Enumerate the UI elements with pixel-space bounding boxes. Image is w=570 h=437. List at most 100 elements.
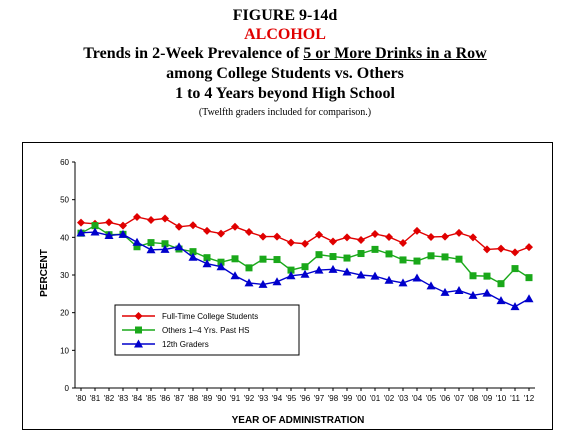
data-point xyxy=(399,238,407,247)
data-point xyxy=(315,251,323,259)
data-point xyxy=(132,237,142,246)
data-point xyxy=(259,232,267,241)
legend-marker xyxy=(134,339,143,348)
x-tick-label: '89 xyxy=(202,394,213,403)
data-point xyxy=(413,226,421,235)
x-tick-label: '87 xyxy=(174,394,185,403)
data-point xyxy=(273,256,281,264)
data-point xyxy=(440,287,450,296)
data-point xyxy=(343,233,351,242)
legend-entry: Others 1–4 Yrs. Past HS xyxy=(122,326,249,335)
chart-title-line-3: 1 to 4 Years beyond High School xyxy=(175,85,395,102)
data-point xyxy=(357,250,365,258)
x-tick-label: '84 xyxy=(132,394,143,403)
data-point xyxy=(510,302,520,311)
data-point xyxy=(300,269,310,278)
data-point xyxy=(244,278,254,287)
chart-title-line-1: Trends in 2-Week Prevalence of 5 or More… xyxy=(0,44,570,64)
data-point xyxy=(161,214,169,223)
data-point xyxy=(469,233,477,242)
legend-marker xyxy=(135,326,142,334)
y-tick-label: 30 xyxy=(60,271,69,280)
data-point xyxy=(188,252,198,261)
x-tick-label: '95 xyxy=(286,394,297,403)
data-point xyxy=(511,248,519,257)
x-tick-label: '99 xyxy=(342,394,353,403)
data-point xyxy=(160,244,170,253)
data-point xyxy=(118,229,128,238)
data-point xyxy=(133,212,141,221)
data-point xyxy=(343,254,351,262)
data-point xyxy=(483,245,491,254)
data-point xyxy=(287,238,295,247)
x-tick-label: '07 xyxy=(454,394,465,403)
chart-frame xyxy=(22,142,553,430)
x-tick-label: '86 xyxy=(160,394,171,403)
data-point xyxy=(301,263,309,271)
y-tick-label: 20 xyxy=(60,309,69,318)
x-tick-label: '97 xyxy=(314,394,325,403)
data-point xyxy=(455,255,463,263)
data-point xyxy=(482,288,492,297)
data-point xyxy=(174,242,184,251)
x-tick-label: '96 xyxy=(300,394,311,403)
data-point xyxy=(427,232,435,241)
data-point xyxy=(314,265,324,274)
data-point xyxy=(203,226,211,235)
x-tick-label: '02 xyxy=(384,394,395,403)
data-point xyxy=(524,294,534,303)
data-point xyxy=(496,296,506,305)
data-point xyxy=(217,229,225,238)
x-tick-label: '98 xyxy=(328,394,339,403)
data-point xyxy=(357,235,365,244)
data-point xyxy=(385,250,393,258)
x-tick-label: '93 xyxy=(258,394,269,403)
data-point xyxy=(119,221,127,230)
x-axis-ticks: '80'81'82'83'84'85'86'87'88'89'90'91'92 '… xyxy=(76,388,535,403)
x-tick-label: '81 xyxy=(90,394,101,403)
data-point xyxy=(455,228,463,237)
data-point xyxy=(258,279,268,288)
data-point xyxy=(287,266,295,274)
x-tick-label: '08 xyxy=(468,394,479,403)
x-tick-label: '83 xyxy=(118,394,129,403)
data-point xyxy=(90,227,100,236)
y-tick-label: 40 xyxy=(60,233,69,242)
legend-marker xyxy=(134,312,143,320)
data-point xyxy=(202,259,212,268)
x-tick-label: '85 xyxy=(146,394,157,403)
data-point xyxy=(105,218,113,227)
data-point xyxy=(497,280,505,288)
data-point xyxy=(301,239,309,248)
data-point xyxy=(441,232,449,241)
x-tick-label: '88 xyxy=(188,394,199,403)
data-point xyxy=(216,262,226,271)
x-tick-label: '90 xyxy=(216,394,227,403)
data-point xyxy=(427,252,435,260)
data-point xyxy=(245,228,253,237)
data-point xyxy=(441,253,449,261)
data-point xyxy=(133,243,141,251)
series-full-time-college-students xyxy=(77,212,533,257)
data-point xyxy=(468,290,478,299)
data-point xyxy=(104,230,114,239)
data-point xyxy=(329,253,337,261)
legend-entry: Full-Time College Students xyxy=(122,312,258,321)
comparison-note: (Twelfth graders included for comparison… xyxy=(198,107,372,118)
data-point xyxy=(469,272,477,280)
x-tick-label: '82 xyxy=(104,394,115,403)
legend-label: Full-Time College Students xyxy=(162,312,258,321)
data-point xyxy=(217,258,225,266)
chart-legend: Full-Time College Students Others 1–4 Yrs… xyxy=(114,304,300,356)
data-point xyxy=(525,274,533,282)
x-tick-label: '05 xyxy=(426,394,437,403)
data-point xyxy=(259,255,267,263)
x-tick-label: '12 xyxy=(524,394,535,403)
x-tick-label: '00 xyxy=(356,394,367,403)
x-tick-label: '94 xyxy=(272,394,283,403)
chart-series xyxy=(76,212,534,311)
data-point xyxy=(76,228,86,237)
data-point xyxy=(230,271,240,280)
x-axis-title: YEAR OF ADMINISTRATION xyxy=(232,415,365,426)
